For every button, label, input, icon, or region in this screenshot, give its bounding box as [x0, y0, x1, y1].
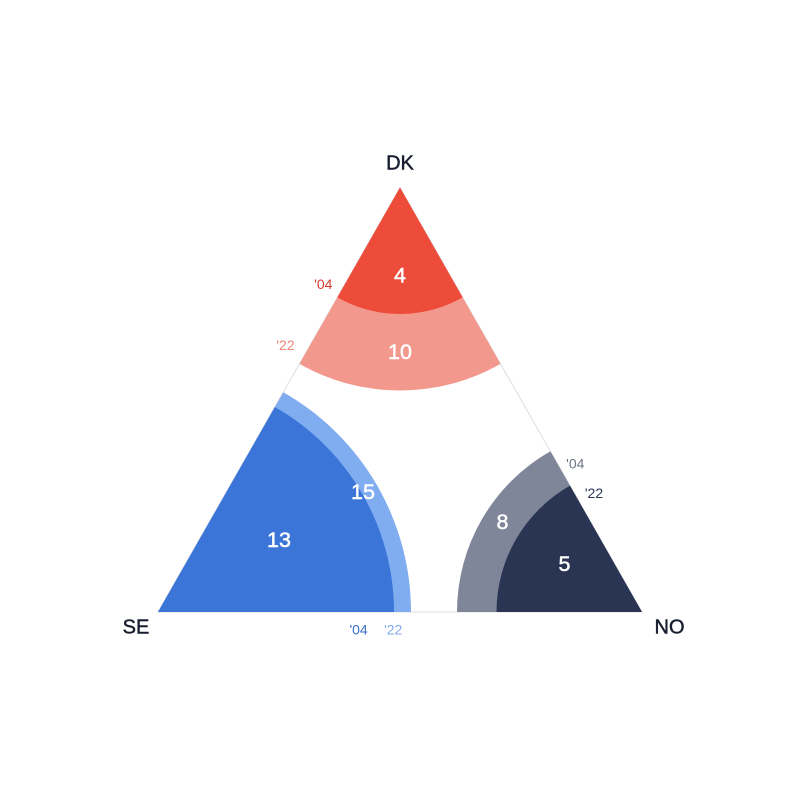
svg-text:10: 10	[388, 340, 412, 364]
svg-text:'04: '04	[566, 455, 584, 471]
svg-text:13: 13	[267, 528, 291, 552]
svg-text:15: 15	[351, 480, 375, 504]
svg-text:8: 8	[497, 510, 509, 534]
svg-text:4: 4	[394, 264, 406, 288]
svg-text:'22: '22	[585, 485, 603, 501]
svg-text:'22: '22	[276, 337, 294, 353]
svg-text:5: 5	[559, 552, 571, 576]
svg-text:'22: '22	[384, 622, 402, 638]
svg-text:'04: '04	[349, 622, 367, 638]
svg-text:NO: NO	[655, 617, 685, 639]
svg-text:SE: SE	[123, 617, 150, 639]
svg-text:'04: '04	[314, 276, 332, 292]
svg-text:DK: DK	[386, 153, 414, 175]
